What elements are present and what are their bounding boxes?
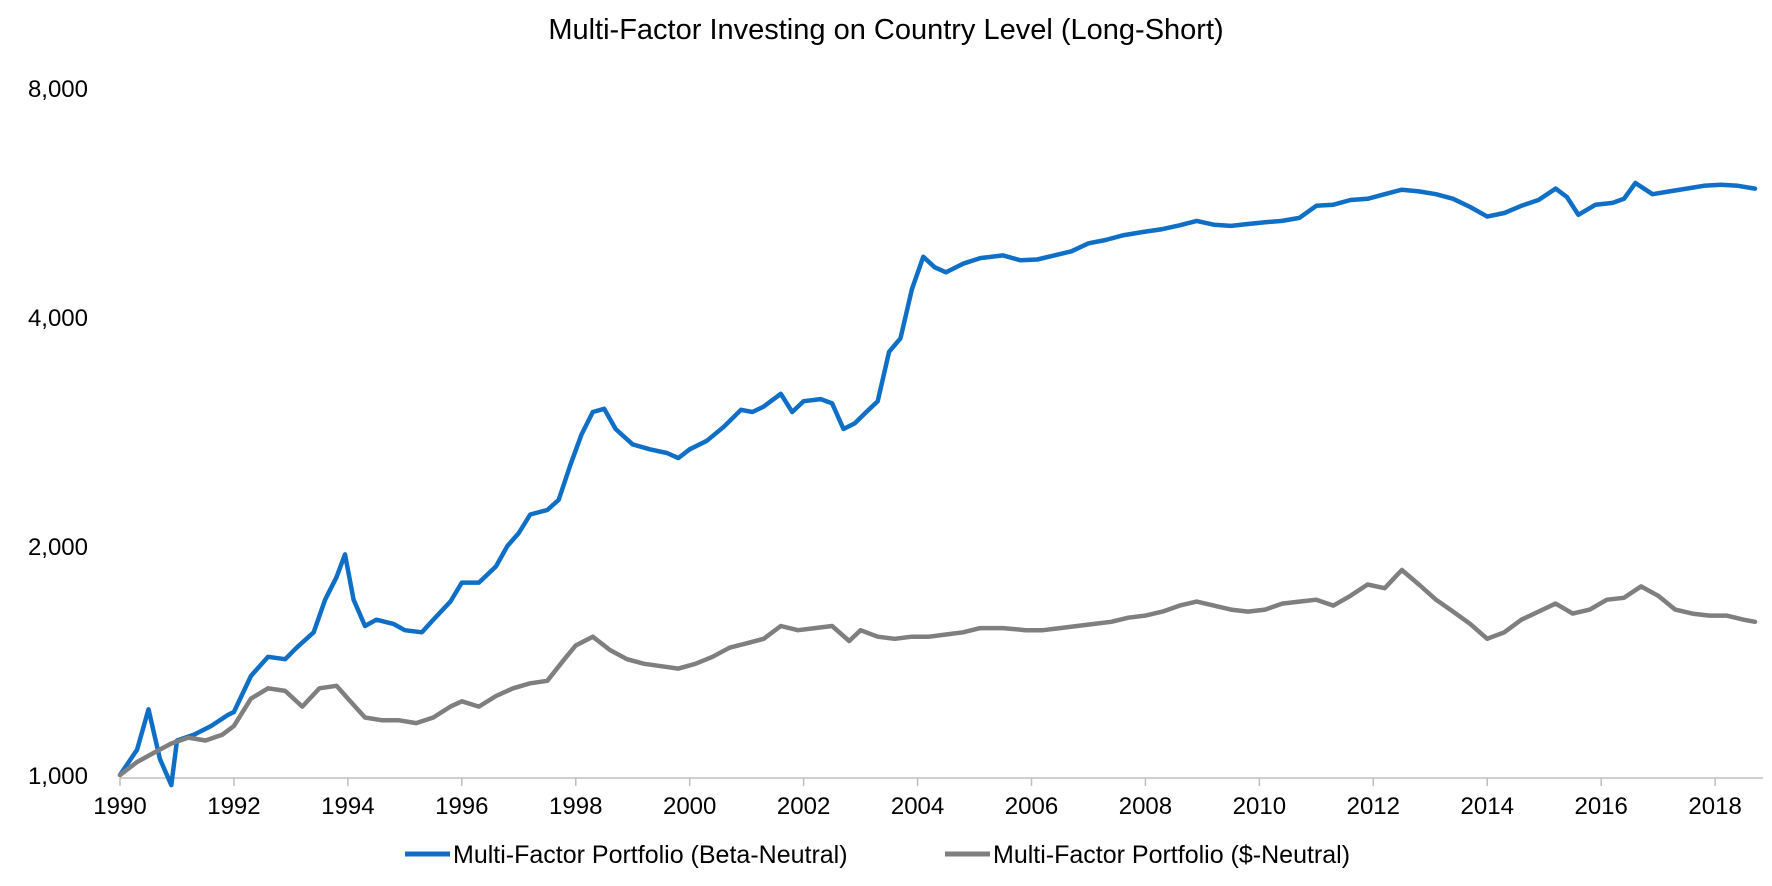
x-tick-label: 2000 bbox=[663, 793, 716, 820]
x-tick-label: 1994 bbox=[321, 793, 374, 820]
x-tick-label: 1998 bbox=[549, 793, 602, 820]
x-tick-label: 2008 bbox=[1119, 793, 1172, 820]
legend-label-1: Multi-Factor Portfolio (Beta-Neutral) bbox=[453, 841, 848, 869]
y-tick-label: 8,000 bbox=[28, 76, 88, 103]
legend-label-2: Multi-Factor Portfolio ($-Neutral) bbox=[993, 841, 1350, 869]
x-tick-label: 2018 bbox=[1688, 793, 1741, 820]
chart-title: Multi-Factor Investing on Country Level … bbox=[548, 14, 1224, 46]
x-tick-label: 2004 bbox=[891, 793, 944, 820]
y-tick-label: 1,000 bbox=[28, 763, 88, 790]
x-tick-label: 2014 bbox=[1461, 793, 1514, 820]
y-axis: 1,000 2,000 4,000 8,000 bbox=[28, 76, 88, 790]
series-line-2 bbox=[117, 567, 1758, 778]
series-line-1 bbox=[117, 180, 1758, 788]
series-layer bbox=[117, 180, 1758, 788]
x-tick-label: 1990 bbox=[93, 793, 146, 820]
x-tick-label: 2002 bbox=[777, 793, 830, 820]
x-tick-label: 2012 bbox=[1347, 793, 1400, 820]
x-tick-label: 1992 bbox=[207, 793, 260, 820]
x-tick-label: 1996 bbox=[435, 793, 488, 820]
x-tick-label: 2016 bbox=[1574, 793, 1627, 820]
y-tick-label: 4,000 bbox=[28, 305, 88, 332]
x-tick-label: 2010 bbox=[1233, 793, 1286, 820]
legend: Multi-Factor Portfolio (Beta-Neutral) Mul… bbox=[405, 841, 1350, 869]
x-tick-label: 2006 bbox=[1005, 793, 1058, 820]
y-tick-label: 2,000 bbox=[28, 534, 88, 561]
x-axis: 1990 1992 1994 1996 1998 2000 2002 2004 2006 2008… bbox=[93, 778, 1742, 820]
